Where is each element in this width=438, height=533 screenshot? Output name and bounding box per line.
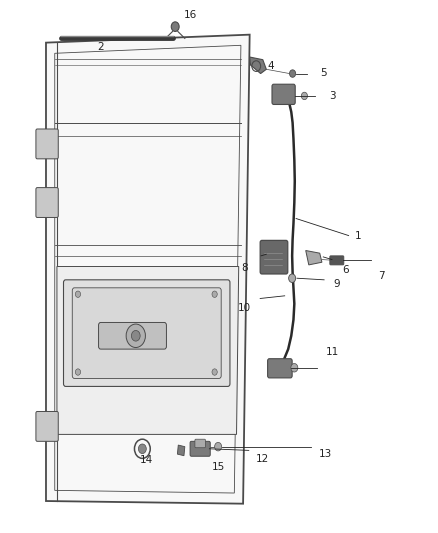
Circle shape [291, 364, 298, 372]
Text: 2: 2 [97, 42, 104, 52]
Text: 1: 1 [355, 231, 362, 240]
Text: 16: 16 [184, 10, 197, 20]
Polygon shape [250, 57, 266, 74]
Text: 11: 11 [325, 347, 339, 357]
Text: 3: 3 [328, 91, 336, 101]
FancyBboxPatch shape [260, 240, 288, 274]
FancyBboxPatch shape [36, 411, 58, 441]
Circle shape [290, 70, 296, 77]
Circle shape [212, 369, 217, 375]
Circle shape [131, 330, 140, 341]
Text: 7: 7 [378, 271, 385, 280]
Circle shape [75, 369, 81, 375]
Text: 10: 10 [238, 303, 251, 312]
FancyBboxPatch shape [36, 129, 58, 159]
FancyBboxPatch shape [330, 256, 344, 265]
Polygon shape [306, 251, 322, 265]
Circle shape [171, 22, 179, 31]
Polygon shape [57, 266, 239, 434]
Circle shape [212, 291, 217, 297]
Text: 5: 5 [320, 68, 327, 78]
Circle shape [301, 92, 307, 100]
Text: 6: 6 [343, 265, 350, 275]
Text: 15: 15 [212, 462, 225, 472]
Polygon shape [177, 445, 185, 456]
Circle shape [75, 291, 81, 297]
FancyBboxPatch shape [36, 188, 58, 217]
FancyBboxPatch shape [99, 322, 166, 349]
Circle shape [138, 444, 146, 454]
Circle shape [126, 324, 145, 348]
FancyBboxPatch shape [268, 359, 292, 378]
FancyBboxPatch shape [72, 288, 221, 378]
Circle shape [289, 274, 296, 282]
Text: 13: 13 [318, 449, 332, 459]
Text: 9: 9 [333, 279, 340, 289]
Text: 8: 8 [241, 263, 248, 272]
Text: 14: 14 [140, 455, 153, 465]
FancyBboxPatch shape [190, 441, 210, 456]
Polygon shape [46, 35, 250, 504]
Circle shape [215, 442, 222, 451]
FancyBboxPatch shape [272, 84, 295, 104]
FancyBboxPatch shape [64, 280, 230, 386]
FancyBboxPatch shape [195, 439, 205, 448]
Text: 12: 12 [256, 455, 269, 464]
Text: 4: 4 [267, 61, 274, 70]
